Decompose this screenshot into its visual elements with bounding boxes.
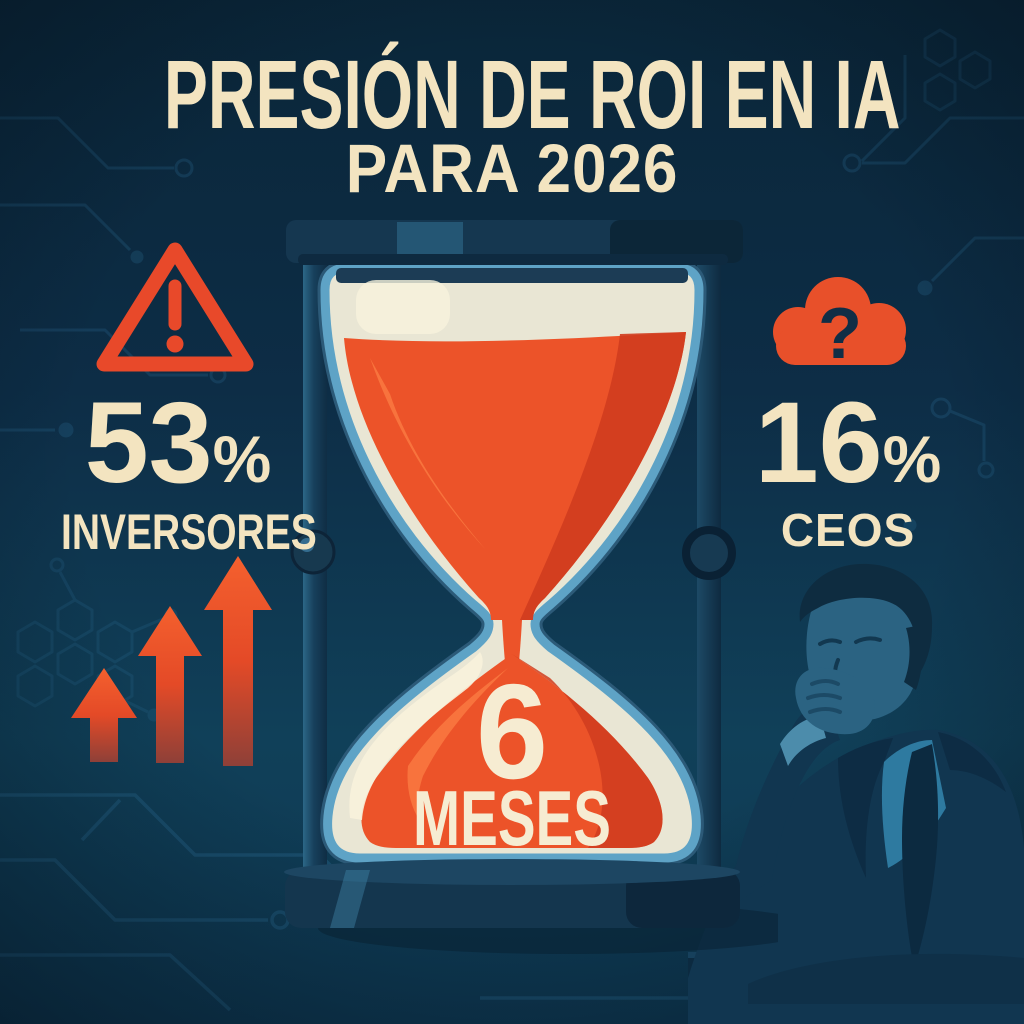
rising-arrows-icon (71, 556, 272, 766)
ceos-percent-sign: % (882, 422, 942, 496)
investors-value: 53% (28, 386, 328, 501)
question-cloud-icon: ? (773, 277, 906, 372)
ceos-stat: 16% CEOS (718, 386, 978, 556)
hourglass-base (284, 859, 740, 928)
ceos-value: 16% (718, 386, 978, 501)
title-line-2: PARA 2026 (345, 130, 679, 207)
title-line-1: PRESIÓN DE ROI EN IA (163, 40, 901, 149)
hourglass-countdown-label: MESES (413, 774, 611, 862)
ceos-number: 16 (754, 379, 883, 507)
hourglass-top-cap (286, 220, 743, 265)
glass-highlight-top (356, 280, 450, 334)
arrow-tall (204, 556, 272, 766)
warning-triangle-icon (96, 242, 254, 372)
investors-number: 53 (84, 379, 213, 507)
hourglass-illustration: 6 MESES (284, 220, 778, 954)
ceos-label: CEOS (780, 504, 916, 556)
arrow-small (71, 668, 137, 762)
question-mark-glyph: ? (818, 294, 862, 372)
investors-stat: 53% INVERSORES (28, 386, 328, 558)
investors-percent-sign: % (212, 422, 272, 496)
arrow-medium (138, 606, 202, 763)
